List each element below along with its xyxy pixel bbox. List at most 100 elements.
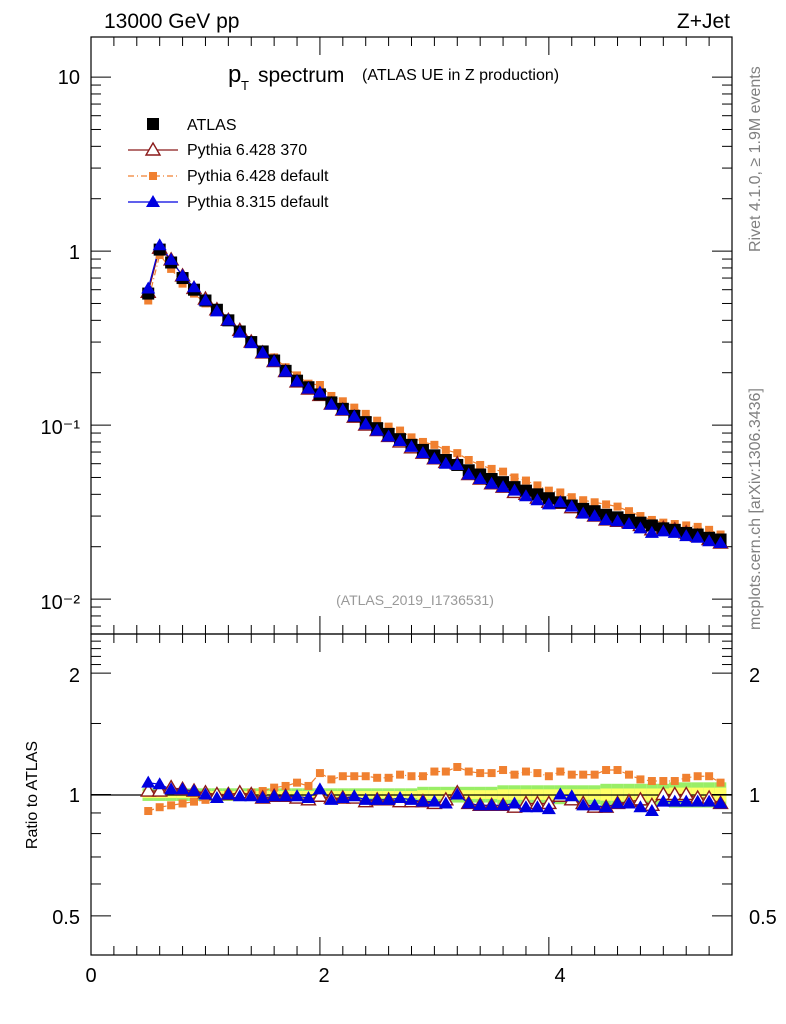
ratio-point-pythia-8-315-default bbox=[301, 791, 316, 804]
ratio-point-pythia-6-428-default bbox=[487, 769, 496, 778]
process-label: Z+Jet bbox=[677, 10, 730, 33]
rivet-version-label: Rivet 4.1.0, ≥ 1.9M events bbox=[747, 66, 764, 252]
spectrum-point-pythia-6-428-default bbox=[590, 498, 599, 507]
ratio-point-pythia-6-428-default bbox=[373, 773, 382, 782]
ratio-point-pythia-8-315-default bbox=[610, 796, 625, 809]
y-tick-label-1: 1 bbox=[69, 242, 80, 264]
ratio-point-pythia-8-315-default bbox=[370, 792, 385, 805]
ratio-point-pythia-6-428-default bbox=[190, 797, 199, 806]
ratio-point-pythia-8-315-default bbox=[255, 791, 270, 804]
ratio-point-pythia-6-428-default bbox=[201, 795, 210, 804]
spectrum-point-pythia-8-315-default bbox=[473, 471, 488, 484]
ratio-point-pythia-6-428-default bbox=[178, 799, 187, 808]
spectrum-point-pythia-8-315-default bbox=[438, 456, 453, 469]
legend-marker-atlas bbox=[147, 118, 159, 130]
ratio-point-pythia-8-315-default bbox=[530, 800, 545, 813]
ratio-point-pythia-8-315-default bbox=[484, 798, 499, 811]
ratio-point-pythia-6-428-default bbox=[327, 775, 336, 784]
ratio-point-pythia-8-315-default bbox=[427, 794, 442, 807]
spectrum-point-pythia-8-315-default bbox=[152, 238, 167, 251]
ratio-point-pythia-8-315-default bbox=[633, 800, 648, 813]
spectrum-line-pythia-6-428-370 bbox=[147, 246, 721, 544]
y-tick-label-10: 10 bbox=[58, 67, 80, 89]
ratio-point-pythia-8-315-default bbox=[347, 789, 362, 802]
ratio-point-pythia-6-428-default bbox=[384, 773, 393, 782]
ratio-point-pythia-6-428-default bbox=[647, 777, 656, 786]
ratio-point-pythia-8-315-default bbox=[232, 789, 247, 802]
ratio-point-pythia-6-428-default bbox=[521, 767, 530, 776]
spectrum-line-pythia-6-428-default bbox=[147, 253, 721, 536]
legend-label-pythia6-370: Pythia 6.428 370 bbox=[187, 142, 307, 159]
spectrum-point-pythia-8-315-default bbox=[301, 381, 316, 394]
ratio-point-pythia-6-428-default bbox=[682, 773, 691, 782]
spectrum-point-pythia-8-315-default bbox=[496, 480, 511, 493]
spectrum-point-pythia-6-428-default bbox=[613, 502, 622, 511]
ratio-point-pythia-8-315-default bbox=[621, 796, 636, 809]
legend-label-atlas: ATLAS bbox=[187, 117, 237, 134]
ratio-data-points bbox=[140, 762, 729, 817]
spectrum-point-pythia-8-315-default bbox=[564, 499, 579, 512]
ratio-point-pythia-8-315-default bbox=[404, 792, 419, 805]
ratio-point-pythia-8-315-default bbox=[209, 791, 224, 804]
ratio-point-pythia-8-315-default bbox=[713, 796, 728, 809]
ratio-point-pythia-6-428-default bbox=[659, 777, 668, 786]
spectrum-point-pythia-8-315-default bbox=[244, 336, 259, 349]
mcplots-label: mcplots.cern.ch [arXiv:1306.3436] bbox=[747, 388, 764, 630]
spectrum-point-pythia-8-315-default bbox=[484, 476, 499, 489]
ratio-point-pythia-8-315-default bbox=[152, 777, 167, 790]
ratio-point-pythia-8-315-default bbox=[141, 775, 156, 788]
spectrum-point-pythia-8-315-default bbox=[255, 345, 270, 358]
ratio-point-pythia-8-315-default bbox=[358, 792, 373, 805]
ratio-point-pythia-8-315-default bbox=[175, 782, 190, 795]
spectrum-point-pythia-8-315-default bbox=[450, 457, 465, 470]
spectrum-point-pythia-6-428-default bbox=[315, 380, 324, 389]
spectrum-point-pythia-8-315-default bbox=[690, 530, 705, 543]
spectrum-point-pythia-6-428-default bbox=[464, 456, 473, 465]
legend-marker-pythia6-default bbox=[149, 172, 157, 180]
ratio-point-pythia-8-315-default bbox=[461, 796, 476, 809]
spectrum-point-pythia-8-315-default bbox=[621, 517, 636, 530]
ratio-point-pythia-6-428-default bbox=[315, 769, 324, 778]
ratio-point-pythia-8-315-default bbox=[381, 792, 396, 805]
ratio-point-pythia-6-428-default bbox=[544, 772, 553, 781]
ratio-point-pythia-8-315-default bbox=[198, 787, 213, 800]
spectrum-point-pythia-8-315-default bbox=[141, 281, 156, 294]
chart-title-subscript: T bbox=[241, 78, 249, 93]
ratio-point-pythia-6-428-default bbox=[407, 772, 416, 781]
spectrum-point-pythia-6-428-default bbox=[167, 264, 176, 273]
spectrum-series-lines bbox=[147, 243, 721, 544]
spectrum-point-pythia-6-428-default bbox=[636, 512, 645, 521]
spectrum-point-pythia-8-315-default bbox=[667, 525, 682, 538]
ratio-point-pythia-8-315-default bbox=[324, 792, 339, 805]
spectrum-point-pythia-8-315-default bbox=[702, 534, 717, 547]
spectrum-point-pythia-8-315-default bbox=[610, 514, 625, 527]
ratio-point-pythia-8-315-default bbox=[702, 794, 717, 807]
spectrum-point-pythia-6-428-default bbox=[487, 464, 496, 473]
spectrum-point-pythia-8-315-default bbox=[461, 467, 476, 480]
ratio-point-pythia-8-315-default bbox=[290, 789, 305, 802]
spectrum-point-pythia-8-315-default bbox=[679, 529, 694, 542]
ratio-point-pythia-6-428-default bbox=[624, 770, 633, 779]
ratio-point-pythia-6-428-default bbox=[167, 801, 176, 810]
spectrum-point-pythia-6-428-default bbox=[556, 488, 565, 497]
ratio-point-pythia-6-428-default bbox=[510, 770, 519, 779]
ratio-point-pythia-8-315-default bbox=[587, 798, 602, 811]
spectrum-point-pythia-6-428-default bbox=[407, 433, 416, 442]
spectrum-point-pythia-6-428-default bbox=[384, 422, 393, 431]
y-tick-label-0.01: 10⁻² bbox=[41, 592, 81, 614]
spectrum-point-pythia-6-428-default bbox=[693, 522, 702, 531]
spectrum-point-pythia-8-315-default bbox=[370, 423, 385, 436]
spectrum-point-pythia-8-315-default bbox=[324, 397, 339, 410]
ratio-point-pythia-8-315-default bbox=[438, 796, 453, 809]
ratio-y-tick-label-2-right: 2 bbox=[749, 665, 760, 687]
x-tick-label-2: 2 bbox=[318, 965, 329, 987]
spectrum-point-pythia-6-428-default bbox=[144, 296, 153, 305]
spectrum-point-pythia-6-428-default bbox=[453, 449, 462, 458]
ratio-point-pythia-6-428-default bbox=[613, 766, 622, 775]
ratio-point-pythia-8-315-default bbox=[221, 787, 236, 800]
ratio-point-pythia-8-315-default bbox=[507, 796, 522, 809]
ratio-point-pythia-8-315-default bbox=[450, 787, 465, 800]
spectrum-point-pythia-6-428-default bbox=[418, 437, 427, 446]
legend-label-pythia8: Pythia 8.315 default bbox=[187, 194, 329, 211]
spectrum-point-pythia-6-428-default bbox=[533, 481, 542, 490]
